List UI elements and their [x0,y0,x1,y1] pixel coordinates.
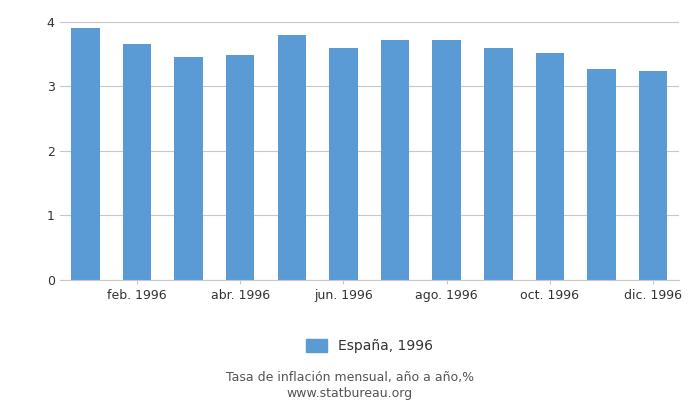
Bar [71,28,99,280]
Bar [587,70,616,280]
Bar [174,56,203,280]
Text: Tasa de inflación mensual, año a año,%: Tasa de inflación mensual, año a año,% [226,372,474,384]
Bar [226,55,254,280]
Bar [484,48,512,280]
Bar [278,35,306,280]
Bar [329,48,358,280]
Text: www.statbureau.org: www.statbureau.org [287,388,413,400]
Bar [122,44,151,280]
Bar [433,40,461,280]
Bar [639,71,667,280]
Legend: España, 1996: España, 1996 [300,334,438,359]
Bar [536,53,564,280]
Bar [381,40,409,280]
